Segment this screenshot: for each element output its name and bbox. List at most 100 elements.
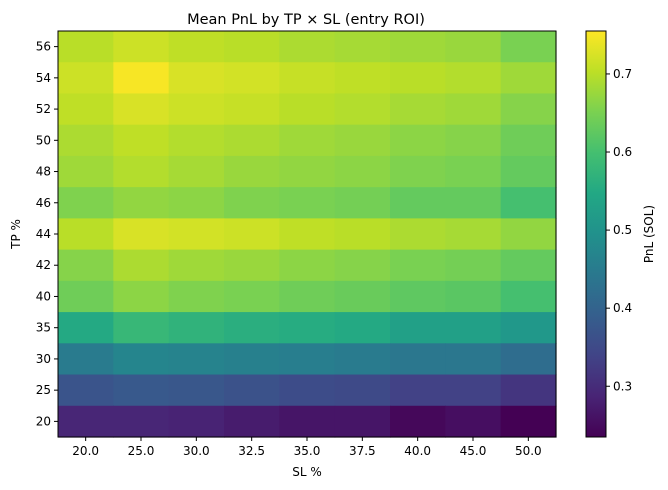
heatmap-cell	[445, 31, 502, 63]
heatmap-cell	[168, 93, 225, 126]
heatmap-cell	[58, 31, 114, 63]
heatmap-cell	[224, 155, 280, 188]
heatmap-cell	[224, 187, 280, 219]
heatmap-cell	[224, 218, 280, 251]
heatmap-cell	[334, 93, 391, 126]
heatmap-cell	[279, 374, 336, 407]
heatmap-cell	[390, 93, 446, 126]
colorbar-tick-label: 0.6	[613, 145, 632, 159]
colorbar-tick-label: 0.4	[613, 301, 632, 315]
heatmap-cell	[279, 280, 336, 313]
heatmap-cell	[390, 343, 446, 376]
colorbar-label: PnL (SOL)	[642, 205, 656, 263]
heatmap-cell	[113, 280, 170, 313]
heatmap-cell	[334, 249, 391, 282]
heatmap-cell	[500, 312, 557, 344]
x-tick-label: 45.0	[460, 444, 487, 458]
heatmap-cell	[334, 62, 391, 95]
x-tick-label: 37.5	[349, 444, 376, 458]
heatmap-cell	[500, 93, 557, 126]
heatmap-cell	[279, 343, 336, 376]
y-axis-label: TP %	[9, 219, 23, 250]
colorbar-tick-label: 0.7	[613, 67, 632, 81]
heatmap-cell	[334, 405, 391, 438]
heatmap-cell	[334, 31, 391, 63]
heatmap-cell	[279, 124, 336, 157]
heatmap-cell	[113, 249, 170, 282]
x-tick-label: 32.5	[238, 444, 265, 458]
heatmap-cell	[445, 343, 502, 376]
heatmap-cell	[500, 155, 557, 188]
heatmap-cell	[334, 343, 391, 376]
heatmap-cell	[445, 249, 502, 282]
y-tick-label: 56	[36, 40, 51, 54]
heatmap-cell	[390, 218, 446, 251]
heatmap-cell	[58, 187, 114, 219]
x-tick-label: 35.0	[294, 444, 321, 458]
heatmap-cell	[168, 155, 225, 188]
heatmap-cell	[168, 249, 225, 282]
heatmap-cell	[58, 155, 114, 188]
colorbar	[585, 30, 607, 438]
y-tick-label: 35	[36, 321, 51, 335]
heatmap-cell	[279, 218, 336, 251]
heatmap-cell	[500, 31, 557, 63]
y-tick-label: 20	[36, 414, 51, 428]
heatmap-cell	[279, 187, 336, 219]
heatmap-cell	[113, 312, 170, 344]
heatmap-cell	[168, 62, 225, 95]
heatmap-cell	[390, 155, 446, 188]
heatmap-cell	[168, 187, 225, 219]
heatmap-cell	[113, 218, 170, 251]
heatmap-cell	[113, 405, 170, 438]
heatmap-cell	[113, 31, 170, 63]
heatmap-cell	[500, 249, 557, 282]
x-tick-label: 20.0	[72, 444, 99, 458]
heatmap-cell	[58, 124, 114, 157]
heatmap-cell	[390, 124, 446, 157]
heatmap-cell	[224, 249, 280, 282]
heatmap-cell	[224, 124, 280, 157]
y-tick-label: 46	[36, 196, 51, 210]
heatmap-cell	[58, 405, 114, 438]
heatmap-cell	[58, 374, 114, 407]
heatmap-cell	[279, 93, 336, 126]
heatmap-cell	[390, 62, 446, 95]
heatmap-cell	[279, 62, 336, 95]
heatmap-cell	[500, 218, 557, 251]
heatmap-cell	[279, 31, 336, 63]
heatmap-cell	[168, 218, 225, 251]
heatmap-cell	[113, 93, 170, 126]
heatmap-cell	[279, 405, 336, 438]
x-tick-label: 25.0	[128, 444, 155, 458]
heatmap-cell	[168, 280, 225, 313]
heatmap-cell	[500, 405, 557, 438]
heatmap-cell	[58, 93, 114, 126]
x-tick-label: 30.0	[183, 444, 210, 458]
heatmap-cells	[58, 31, 557, 438]
heatmap-cell	[113, 62, 170, 95]
colorbar-tick-label: 0.5	[613, 223, 632, 237]
y-tick-label: 40	[36, 289, 51, 303]
heatmap-cell	[58, 218, 114, 251]
heatmap-cell	[168, 31, 225, 63]
y-axis-ticks: 56 54 52 50 48 46 44 42 40 35 30 25 20	[36, 40, 58, 428]
heatmap-cell	[500, 187, 557, 219]
heatmap-cell	[168, 343, 225, 376]
y-tick-label: 50	[36, 133, 51, 147]
heatmap-cell	[390, 312, 446, 344]
heatmap-cell	[445, 187, 502, 219]
heatmap-cell	[224, 31, 280, 63]
heatmap-cell	[58, 280, 114, 313]
heatmap-cell	[500, 124, 557, 157]
heatmap-cell	[168, 405, 225, 438]
y-tick-label: 44	[36, 227, 51, 241]
heatmap-cell	[390, 280, 446, 313]
heatmap-cell	[334, 312, 391, 344]
y-tick-label: 25	[36, 383, 51, 397]
heatmap-cell	[224, 405, 280, 438]
heatmap-cell	[445, 62, 502, 95]
heatmap-cell	[279, 312, 336, 344]
heatmap-cell	[445, 218, 502, 251]
